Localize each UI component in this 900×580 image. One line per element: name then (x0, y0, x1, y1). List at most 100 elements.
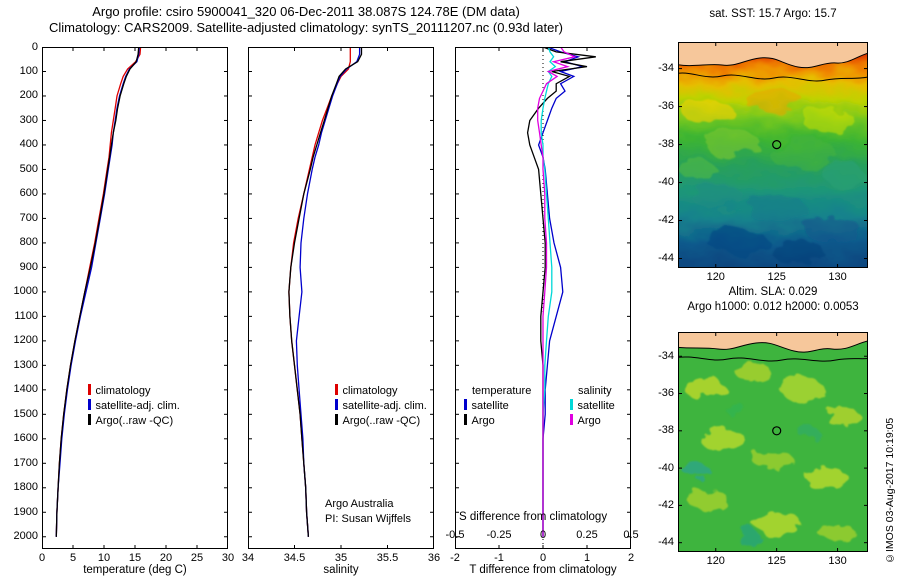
x-tick-label: 30 (221, 552, 235, 564)
legend-item: satellite (464, 399, 531, 414)
sst-map (678, 42, 868, 268)
x-tick-label: 10 (97, 552, 111, 564)
annotation-line: PI: Susan Wijffels (325, 513, 411, 525)
sst-mottling (680, 90, 863, 264)
lon-tick-label: 125 (767, 555, 786, 567)
temperature-profile-panel (42, 47, 228, 549)
legend-item: satellite-adj. clim. (335, 399, 427, 414)
lat-tick-label: -44 (658, 252, 674, 264)
lat-tick-label: -34 (658, 62, 674, 75)
sla-map-title-line1: Altim. SLA: 0.029 (728, 286, 818, 298)
lat-tick-label: -42 (658, 498, 674, 511)
salinity-axis-label: salinity (323, 564, 359, 576)
x-tick-label: 2 (627, 552, 635, 564)
depth-tick-label: 1100 (14, 309, 38, 322)
satellite-adj-line-swatch (88, 399, 91, 410)
x-tick-label: 0 (539, 552, 547, 564)
x-tick-label: 34.5 (283, 552, 306, 564)
sla-map-title-line2: Argo h1000: 0.012 h2000: 0.0053 (687, 301, 859, 313)
sst-front-contour (678, 72, 868, 82)
axes-frame (42, 47, 228, 549)
legend-item: satellite (570, 399, 615, 414)
legend-label: climatology (95, 385, 151, 397)
depth-tick-label: 0 (31, 40, 38, 53)
profile-line-satellite-adj-clim- (55, 47, 140, 537)
lon-tick-label: 125 (767, 271, 786, 283)
legend-item: climatology (335, 384, 427, 399)
depth-tick-label: 500 (19, 162, 38, 175)
depth-tick-label: 800 (19, 236, 38, 249)
legend-label: Argo(..raw -QC) (95, 415, 174, 427)
x-tick-label: 25 (190, 552, 204, 564)
map-frame (678, 42, 868, 268)
x-tick-label: 5 (69, 552, 77, 564)
climatology-line-swatch (88, 384, 91, 395)
lon-tick-label: 130 (828, 555, 847, 567)
lat-tick-label: -36 (658, 100, 674, 113)
sla-contour (678, 356, 868, 362)
lat-tick-label: -38 (658, 424, 674, 437)
s-tick-label: -0.25 (486, 529, 512, 541)
argo-line-swatch (335, 414, 338, 425)
x-tick-label: 34 (241, 552, 255, 564)
float-position-marker (772, 426, 782, 436)
s-difference-axis-label: S difference from climatology (459, 511, 608, 523)
profile-line-s-argo (537, 47, 577, 537)
sst-map-title: sat. SST: 15.7 Argo: 15.7 (709, 8, 837, 20)
depth-tick-label: 1400 (13, 383, 38, 396)
lat-tick-label: -38 (658, 138, 674, 151)
depth-tick-label: 100 (19, 64, 38, 77)
lat-tick-label: -40 (658, 461, 674, 474)
sla-mottling (683, 363, 860, 545)
x-tick-label: 1 (583, 552, 591, 564)
depth-tick-label: 1000 (13, 285, 38, 298)
argo-line-swatch (88, 414, 91, 425)
climatology-line-swatch (335, 384, 338, 395)
legend-item: Argo(..raw -QC) (88, 414, 180, 429)
legend-item: Argo (570, 414, 615, 429)
sla-map (678, 332, 868, 552)
depth-tick-label: 1700 (13, 456, 38, 469)
temperature-legend: climatology satellite-adj. clim. Argo(..… (88, 384, 180, 429)
s-tick-label: 0.5 (623, 529, 639, 541)
depth-tick-label: 1600 (13, 432, 38, 445)
profile-line-argo-raw-qc- (55, 47, 140, 537)
lon-tick-label: 120 (706, 271, 725, 283)
salinity-profile-panel (248, 47, 434, 549)
depth-tick-label: 1300 (13, 358, 38, 371)
depth-tick-label: 200 (19, 89, 38, 102)
legend-header-salinity: salinity (578, 385, 612, 397)
x-tick-label: 15 (128, 552, 142, 564)
legend-label: Argo (471, 415, 495, 427)
figure-title-line1: Argo profile: csiro 5900041_320 06-Dec-2… (92, 4, 520, 19)
s-tick-label: 0 (539, 529, 547, 541)
depth-tick-label: 900 (19, 260, 38, 273)
legend-label: climatology (342, 385, 398, 397)
depth-tick-label: 400 (19, 138, 38, 151)
lat-tick-label: -42 (658, 214, 674, 227)
imos-watermark: ©IMOS 03-Aug-2017 10:19:05 (884, 417, 896, 564)
lat-tick-label: -40 (658, 176, 674, 189)
float-position-marker (772, 139, 782, 150)
depth-tick-label: 700 (19, 211, 38, 224)
t-satellite-swatch (464, 399, 467, 410)
s-satellite-swatch (570, 399, 573, 410)
x-tick-label: -2 (450, 552, 460, 564)
temperature-axis-label: temperature (deg C) (83, 564, 187, 576)
annotation-line: Argo Australia (325, 498, 394, 510)
x-tick-label: 36 (427, 552, 441, 564)
depth-tick-label: 1500 (13, 407, 38, 420)
depth-tick-label: 2000 (13, 530, 38, 543)
x-tick-label: -1 (494, 552, 504, 564)
x-tick-label: 0 (38, 552, 46, 564)
x-tick-label: 35.5 (376, 552, 399, 564)
legend-label: satellite-adj. clim. (95, 400, 180, 412)
t-difference-axis-label: T difference from climatology (469, 564, 617, 576)
lat-tick-label: -44 (658, 536, 674, 549)
legend-label: Argo (577, 415, 601, 427)
argo-australia-annotation: Argo Australia PI: Susan Wijffels (325, 497, 411, 527)
salinity-legend: climatology satellite-adj. clim. Argo(..… (335, 384, 427, 429)
land-australia (678, 42, 868, 69)
axes-frame (248, 47, 434, 549)
profile-line-climatology (288, 47, 351, 537)
